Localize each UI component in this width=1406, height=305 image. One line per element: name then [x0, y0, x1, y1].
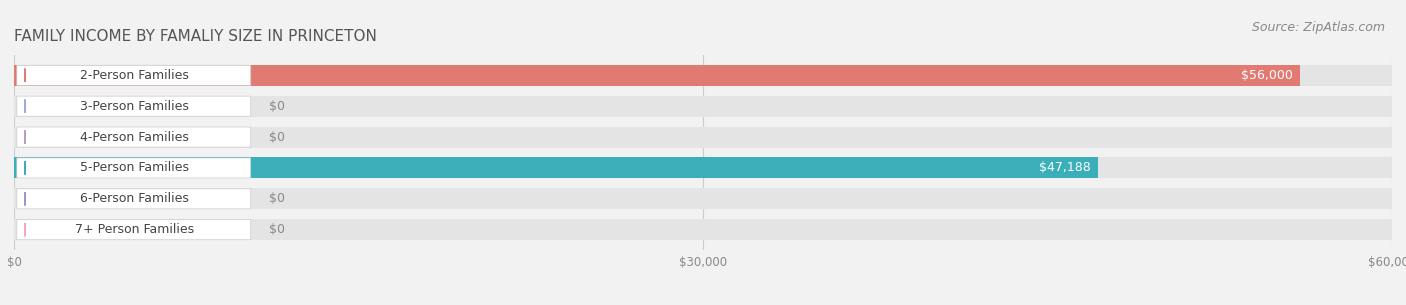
- FancyBboxPatch shape: [17, 189, 250, 209]
- Text: $0: $0: [269, 131, 285, 144]
- FancyBboxPatch shape: [17, 220, 250, 240]
- Bar: [14, 65, 1392, 86]
- Bar: [14, 157, 1392, 178]
- Text: $56,000: $56,000: [1241, 69, 1294, 82]
- Text: $0: $0: [269, 192, 285, 205]
- Text: 2-Person Families: 2-Person Families: [80, 69, 188, 82]
- Text: $47,188: $47,188: [1039, 161, 1091, 174]
- Text: 6-Person Families: 6-Person Families: [80, 192, 188, 205]
- Text: 7+ Person Families: 7+ Person Families: [75, 223, 194, 236]
- Text: 3-Person Families: 3-Person Families: [80, 100, 188, 113]
- Bar: [14, 127, 1392, 148]
- Bar: [14, 188, 1392, 209]
- FancyBboxPatch shape: [17, 65, 250, 85]
- Bar: [14, 65, 1301, 86]
- Text: $0: $0: [269, 100, 285, 113]
- Text: FAMILY INCOME BY FAMALIY SIZE IN PRINCETON: FAMILY INCOME BY FAMALIY SIZE IN PRINCET…: [14, 29, 377, 44]
- FancyBboxPatch shape: [17, 127, 250, 147]
- Bar: [14, 157, 1098, 178]
- Text: 5-Person Families: 5-Person Families: [80, 161, 190, 174]
- Bar: [14, 219, 1392, 240]
- Text: Source: ZipAtlas.com: Source: ZipAtlas.com: [1251, 21, 1385, 34]
- FancyBboxPatch shape: [17, 96, 250, 116]
- Text: $0: $0: [269, 223, 285, 236]
- Bar: [14, 96, 1392, 117]
- Text: 4-Person Families: 4-Person Families: [80, 131, 188, 144]
- FancyBboxPatch shape: [17, 158, 250, 178]
